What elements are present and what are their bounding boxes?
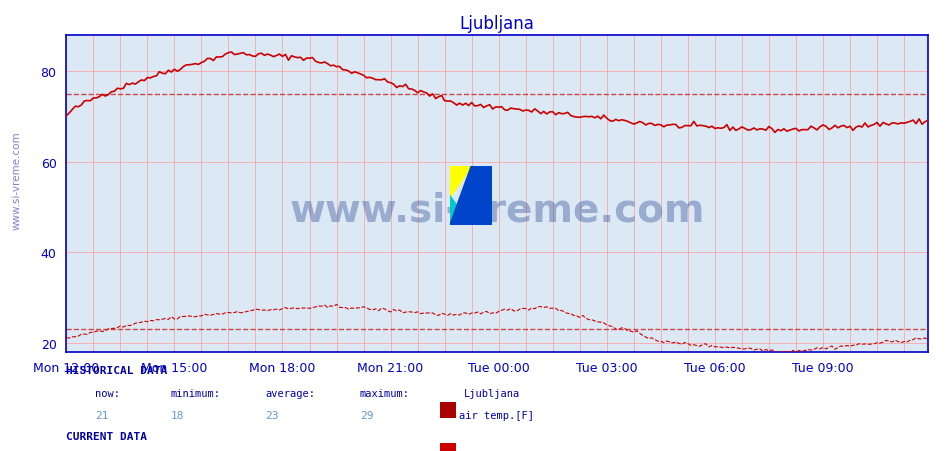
Bar <box>440 443 456 451</box>
Text: Ljubljana: Ljubljana <box>464 388 520 398</box>
Text: HISTORICAL DATA: HISTORICAL DATA <box>66 365 168 375</box>
Text: minimum:: minimum: <box>170 388 221 398</box>
Text: average:: average: <box>265 388 315 398</box>
Text: now:: now: <box>95 388 119 398</box>
Text: maximum:: maximum: <box>360 388 410 398</box>
Polygon shape <box>450 167 472 196</box>
Bar <box>440 402 456 419</box>
Text: CURRENT DATA: CURRENT DATA <box>66 431 148 441</box>
Text: air temp.[F]: air temp.[F] <box>459 410 534 420</box>
Text: www.si-vreme.com: www.si-vreme.com <box>290 191 705 229</box>
Polygon shape <box>450 167 492 226</box>
Polygon shape <box>450 196 472 226</box>
Text: www.si-vreme.com: www.si-vreme.com <box>11 131 22 230</box>
Text: 23: 23 <box>265 410 278 420</box>
Text: 29: 29 <box>360 410 373 420</box>
Text: 21: 21 <box>95 410 108 420</box>
Title: Ljubljana: Ljubljana <box>459 15 535 33</box>
Text: 18: 18 <box>170 410 184 420</box>
